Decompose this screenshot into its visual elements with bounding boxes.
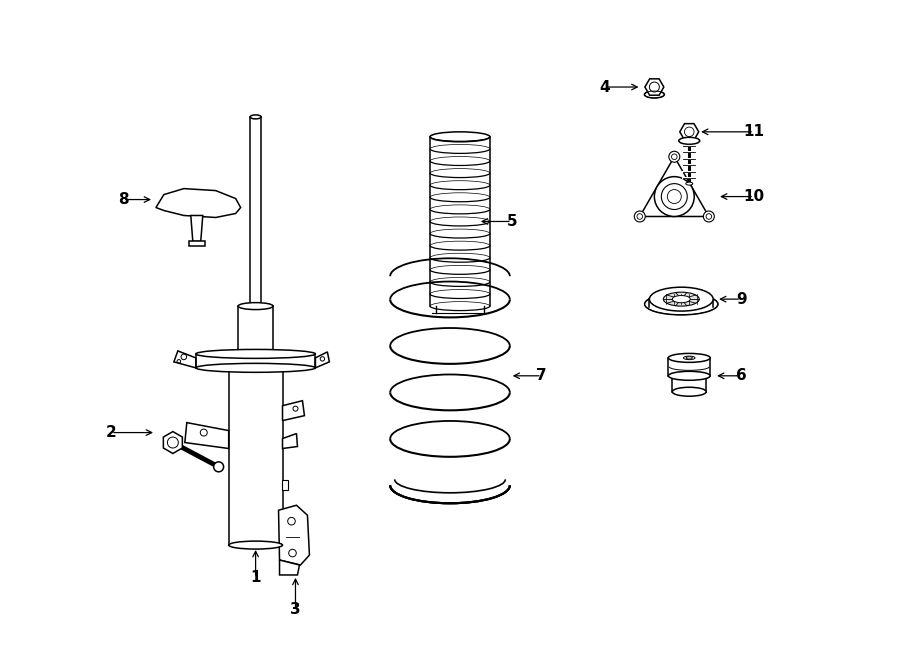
Polygon shape bbox=[189, 241, 205, 247]
Polygon shape bbox=[283, 401, 304, 420]
Polygon shape bbox=[238, 306, 273, 361]
Ellipse shape bbox=[644, 293, 718, 315]
Polygon shape bbox=[250, 117, 261, 306]
Ellipse shape bbox=[669, 354, 710, 362]
Text: 2: 2 bbox=[105, 425, 116, 440]
Ellipse shape bbox=[672, 387, 706, 396]
Polygon shape bbox=[164, 432, 183, 453]
Ellipse shape bbox=[644, 91, 664, 98]
Ellipse shape bbox=[250, 115, 261, 119]
Text: 10: 10 bbox=[743, 189, 765, 204]
Circle shape bbox=[634, 211, 645, 222]
Ellipse shape bbox=[196, 350, 315, 358]
Polygon shape bbox=[184, 422, 229, 449]
Text: 11: 11 bbox=[743, 124, 765, 139]
Ellipse shape bbox=[683, 356, 695, 360]
Ellipse shape bbox=[679, 137, 699, 144]
Ellipse shape bbox=[229, 541, 283, 549]
Ellipse shape bbox=[238, 358, 273, 364]
Polygon shape bbox=[196, 354, 315, 368]
Polygon shape bbox=[280, 560, 300, 575]
Text: 6: 6 bbox=[735, 368, 746, 383]
Ellipse shape bbox=[686, 182, 693, 185]
Polygon shape bbox=[278, 505, 310, 565]
Polygon shape bbox=[283, 434, 298, 449]
Ellipse shape bbox=[686, 357, 692, 359]
Ellipse shape bbox=[196, 364, 315, 372]
Polygon shape bbox=[191, 215, 202, 241]
Ellipse shape bbox=[430, 132, 490, 142]
Ellipse shape bbox=[650, 287, 713, 311]
Ellipse shape bbox=[663, 292, 699, 306]
Polygon shape bbox=[315, 352, 329, 368]
Circle shape bbox=[654, 176, 694, 217]
Polygon shape bbox=[680, 124, 698, 140]
Circle shape bbox=[213, 462, 223, 472]
Circle shape bbox=[669, 151, 680, 162]
Polygon shape bbox=[156, 188, 240, 217]
Text: 1: 1 bbox=[250, 570, 261, 586]
Circle shape bbox=[704, 211, 715, 222]
Ellipse shape bbox=[672, 295, 690, 303]
Ellipse shape bbox=[669, 371, 710, 380]
Ellipse shape bbox=[238, 303, 273, 309]
Text: 3: 3 bbox=[290, 602, 301, 617]
Polygon shape bbox=[640, 157, 709, 217]
Text: 9: 9 bbox=[736, 292, 746, 307]
Polygon shape bbox=[282, 481, 289, 490]
Text: 8: 8 bbox=[118, 192, 129, 207]
Text: 7: 7 bbox=[536, 368, 547, 383]
Text: 5: 5 bbox=[507, 214, 517, 229]
Text: 4: 4 bbox=[599, 79, 610, 95]
Polygon shape bbox=[645, 79, 664, 95]
Polygon shape bbox=[229, 361, 283, 545]
Polygon shape bbox=[174, 351, 196, 368]
